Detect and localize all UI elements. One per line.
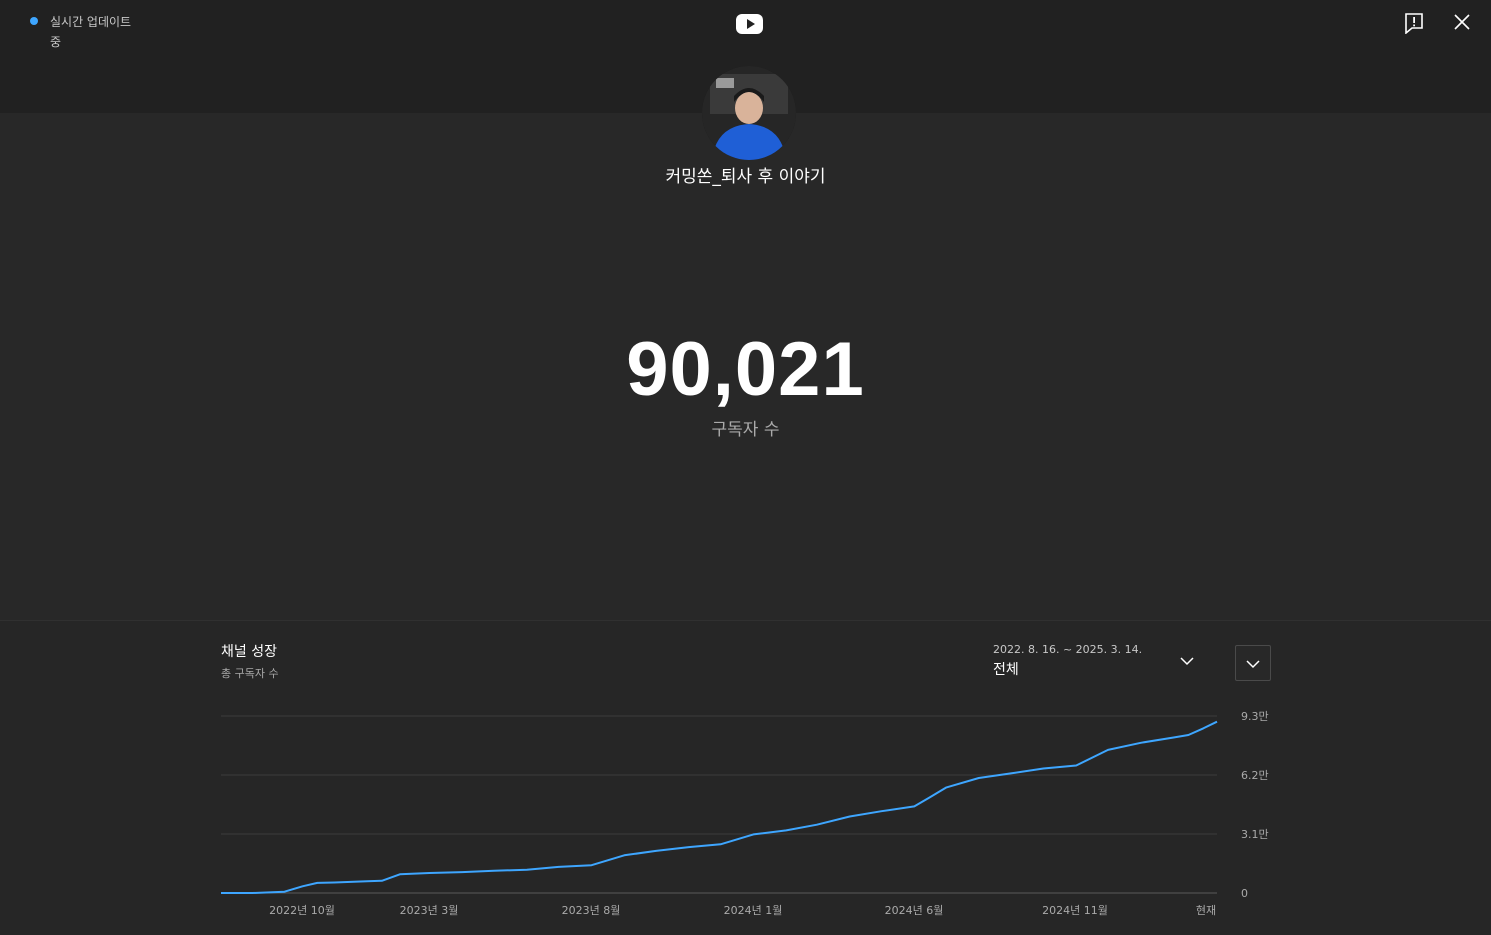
series-line xyxy=(221,720,1218,894)
x-tick-label: 2023년 8월 xyxy=(562,904,621,917)
live-indicator-dot xyxy=(30,17,38,25)
subscriber-growth-chart: 9.3만 6.2만 3.1만 0 2022년 10월 2023년 3월 2023년 8월 20… xyxy=(221,710,1269,917)
x-tick-label: 2024년 6월 xyxy=(885,904,944,917)
chevron-down-icon xyxy=(1246,660,1260,669)
x-tick-label: 2024년 1월 xyxy=(724,904,783,917)
y-tick-label: 3.1만 xyxy=(1241,828,1269,841)
y-tick-label: 0 xyxy=(1241,887,1248,900)
youtube-logo-icon xyxy=(736,14,763,34)
y-tick-label: 9.3만 xyxy=(1241,710,1269,723)
date-range-value: 전체 xyxy=(993,662,1019,678)
close-icon[interactable] xyxy=(1452,12,1472,32)
live-status: 실시간 업데이트 중 xyxy=(30,12,140,52)
x-tick-label: 2023년 3월 xyxy=(400,904,459,917)
x-tick-label: 2024년 11월 xyxy=(1042,904,1108,917)
chevron-down-icon xyxy=(1180,657,1194,666)
subscriber-count-label: 구독자 수 xyxy=(711,420,780,440)
subscriber-count: 90,021 xyxy=(626,327,865,412)
expand-chart-button[interactable] xyxy=(1235,645,1271,681)
feedback-icon[interactable] xyxy=(1404,12,1424,34)
chart-title: 채널 성장 xyxy=(221,644,277,660)
y-tick-label: 6.2만 xyxy=(1241,769,1269,782)
live-status-text: 실시간 업데이트 중 xyxy=(50,15,132,49)
chart-subtitle: 총 구독자 수 xyxy=(221,667,279,680)
x-tick-label: 2022년 10월 xyxy=(269,904,335,917)
date-range-text: 2022. 8. 16. ~ 2025. 3. 14. xyxy=(993,643,1143,656)
channel-name: 커밍쏜_퇴사 후 이야기 xyxy=(665,167,826,187)
channel-avatar xyxy=(702,66,796,160)
date-range-dropdown[interactable]: 2022. 8. 16. ~ 2025. 3. 14. 전체 xyxy=(990,640,1200,684)
x-tick-label: 현재 xyxy=(1196,904,1216,917)
